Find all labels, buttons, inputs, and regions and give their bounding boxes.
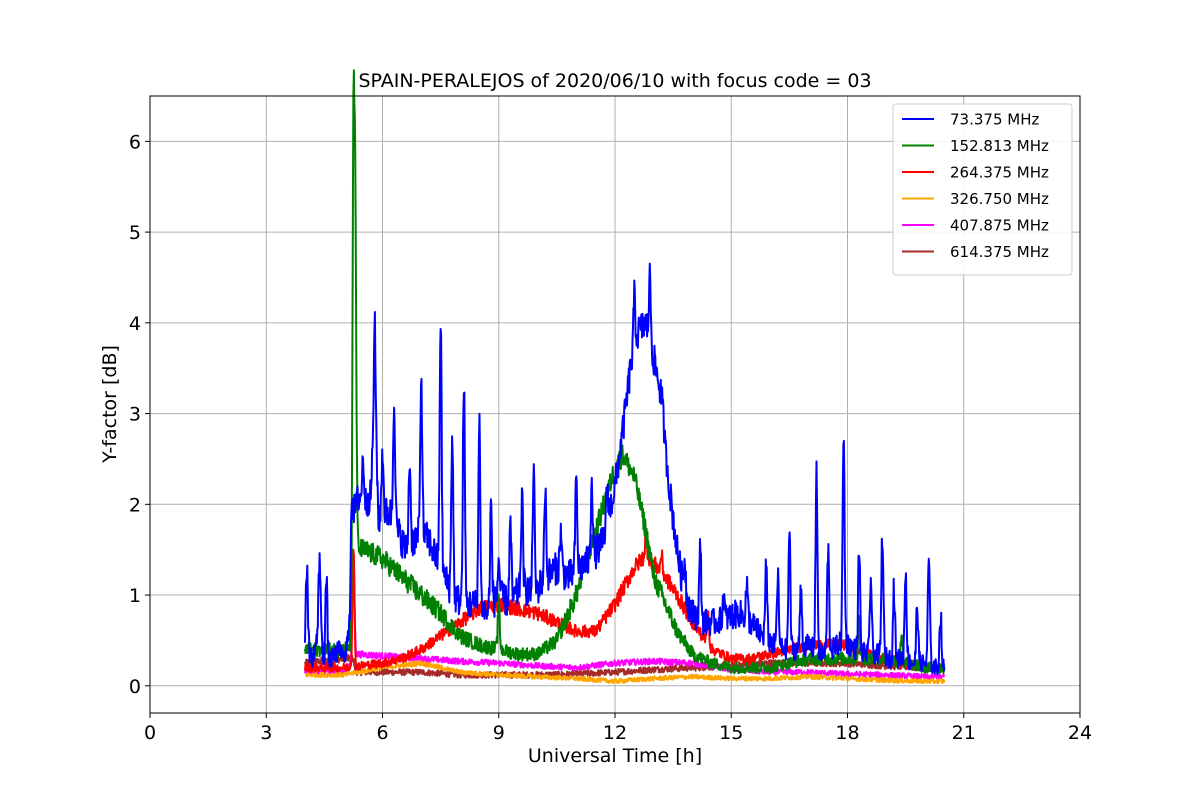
x-axis-label: Universal Time [h] bbox=[528, 745, 702, 767]
x-tick-label: 18 bbox=[835, 722, 859, 744]
chart-title: SPAIN-PERALEJOS of 2020/06/10 with focus… bbox=[358, 70, 871, 92]
legend-box bbox=[892, 103, 1073, 276]
x-tick-label: 6 bbox=[376, 722, 388, 744]
x-tick-label: 15 bbox=[719, 722, 743, 744]
legend-label: 614.375 MHz bbox=[950, 243, 1049, 261]
x-tick-label: 0 bbox=[144, 722, 156, 744]
x-tick-label: 21 bbox=[952, 722, 976, 744]
y-tick-label: 2 bbox=[129, 494, 141, 516]
legend: 73.375 MHz 152.813 MHz 264.375 MHz 326.750 … bbox=[892, 103, 1073, 276]
y-tick-label: 6 bbox=[129, 131, 141, 153]
x-tick-label: 24 bbox=[1068, 722, 1092, 744]
x-tick-label: 9 bbox=[493, 722, 505, 744]
y-tick-label: 3 bbox=[129, 404, 141, 426]
series-line-0 bbox=[304, 262, 946, 676]
legend-label: 73.375 MHz bbox=[950, 111, 1039, 129]
series-layer bbox=[304, 69, 946, 685]
x-tick-label: 3 bbox=[260, 722, 272, 744]
y-tick-label: 0 bbox=[129, 676, 141, 698]
y-tick-label: 5 bbox=[129, 222, 141, 244]
y-axis-label: Y-factor [dB] bbox=[99, 345, 121, 464]
x-tick-label: 12 bbox=[603, 722, 627, 744]
series-line-5 bbox=[304, 653, 945, 679]
legend-label: 264.375 MHz bbox=[950, 164, 1049, 182]
y-tick-label: 4 bbox=[129, 313, 141, 335]
series-line-3 bbox=[304, 660, 946, 685]
y-tick-label: 1 bbox=[129, 585, 141, 607]
series-line-1 bbox=[304, 69, 946, 675]
legend-label: 407.875 MHz bbox=[950, 217, 1049, 235]
legend-label: 152.813 MHz bbox=[950, 137, 1049, 155]
series-line-4 bbox=[304, 550, 946, 681]
legend-label: 326.750 MHz bbox=[950, 190, 1049, 208]
